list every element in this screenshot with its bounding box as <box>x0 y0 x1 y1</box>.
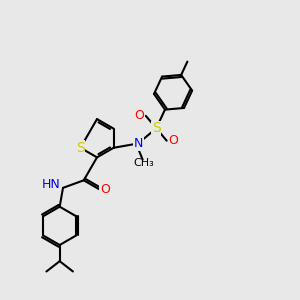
Text: O: O <box>134 110 144 122</box>
Text: O: O <box>100 183 110 196</box>
Text: O: O <box>168 134 178 147</box>
Text: S: S <box>76 141 85 155</box>
Text: CH₃: CH₃ <box>134 158 154 168</box>
Text: S: S <box>152 121 161 135</box>
Text: HN: HN <box>41 178 60 191</box>
Text: N: N <box>134 137 143 150</box>
